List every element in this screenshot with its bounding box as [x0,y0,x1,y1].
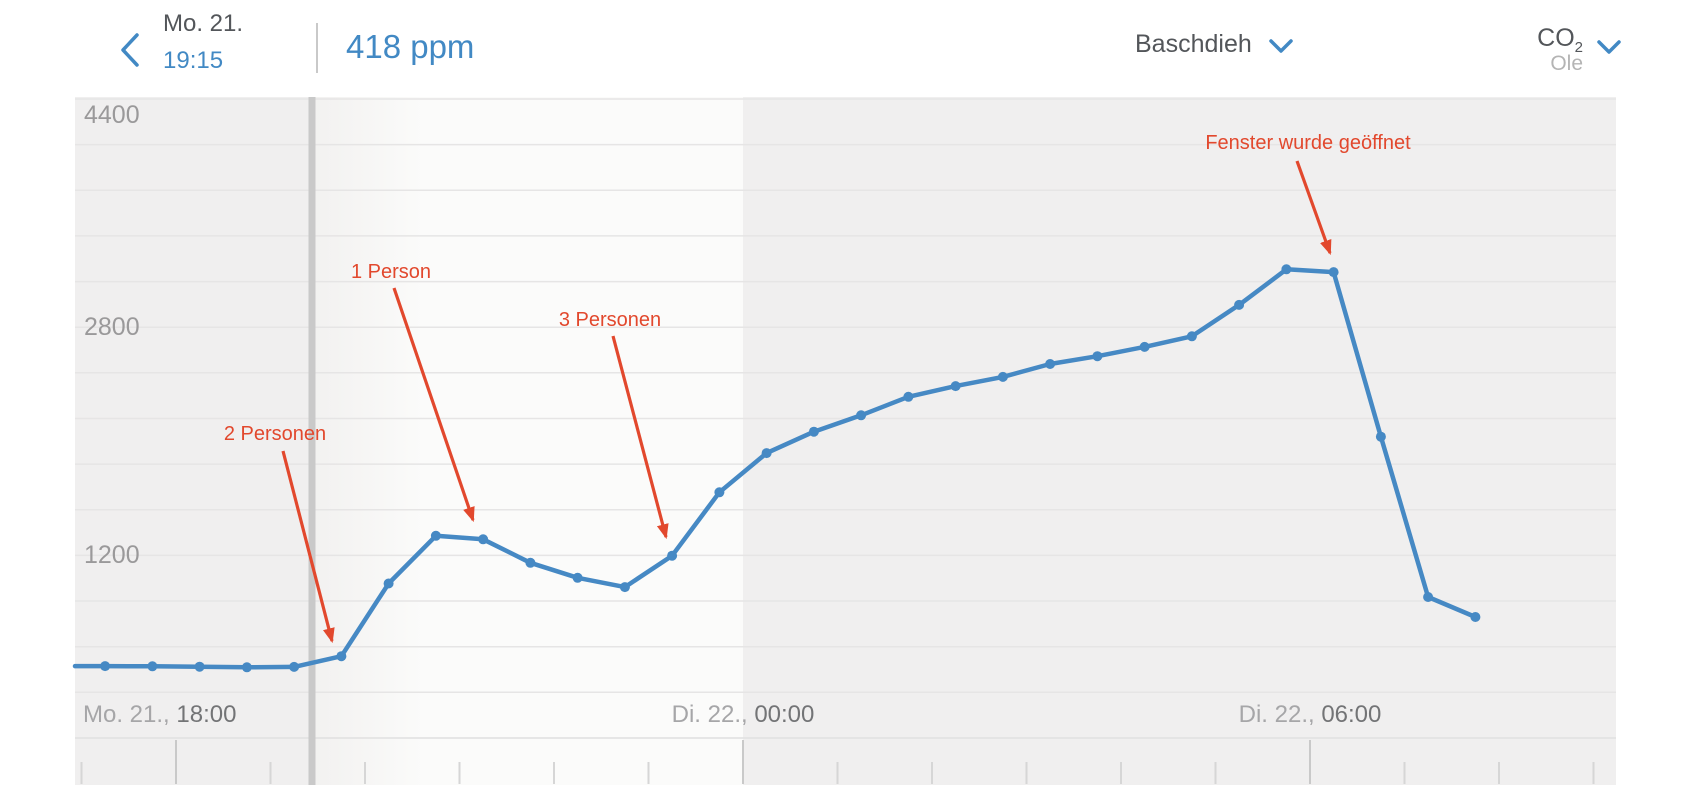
metric-gas-label: CO [1537,24,1575,52]
annotation-label: 2 Personen [223,423,327,445]
data-point[interactable]: 23:45 — 1640 ppm [714,487,725,498]
selected-date-label: Mo. 21. [163,10,244,37]
y-tick-label: 4400 [84,101,140,129]
x-tick-day: Di. 22., [1238,701,1322,728]
x-tick-label: Mo. 21., 18:00 [83,701,236,729]
data-point[interactable]: 17:45 — 419 ppm [147,661,158,672]
metric-gas-subscript: 2 [1574,39,1583,56]
x-tick-day: Mo. 21., [83,701,177,728]
data-point[interactable]: 03:15 — 2540 ppm [1045,359,1056,369]
metric-owner-label: Ole [1550,52,1583,75]
data-point[interactable]: 01:15 — 2180 ppm [856,410,867,421]
annotation-arrow [1295,160,1332,256]
x-tick-day: Di. 22., [671,701,755,728]
data-point[interactable]: 22:15 — 1040 ppm [572,572,583,583]
metric-selector[interactable]: CO2 [1470,24,1583,56]
x-tick-time: 18:00 [176,701,237,728]
cursor-line[interactable] [308,97,316,785]
x-tick-label: Di. 22., 00:00 [672,701,815,729]
data-point[interactable]: 18:15 — 416 ppm [194,661,205,672]
data-point[interactable]: 04:45 — 2735 ppm [1186,331,1197,342]
day-shading [75,97,312,785]
annotation-arrow [281,450,335,644]
data-point[interactable]: 05:15 — 2955 ppm [1234,299,1245,310]
header-divider [316,23,318,73]
data-point[interactable]: 07:45 — 765 ppm [1470,612,1481,622]
data-point[interactable]: 21:15 — 1310 ppm [478,534,489,545]
annotation-label: 3 Personen [558,309,662,331]
data-point[interactable]: 19:45 — 490 ppm [336,651,347,662]
annotation-arrow [611,335,669,540]
data-point[interactable]: 05:45 — 3205 ppm [1281,264,1292,275]
data-point[interactable]: 00:45 — 2065 ppm [808,426,819,437]
data-point[interactable]: 03:45 — 2595 ppm [1092,351,1103,362]
x-tick-time: 06:00 [1321,701,1382,728]
data-point[interactable]: 22:45 — 975 ppm [619,582,630,593]
chevron-down-icon [1597,40,1621,54]
y-tick-label: 2800 [84,313,140,341]
data-point[interactable]: 02:45 — 2450 ppm [997,371,1008,382]
metric-selector-chevron[interactable] [1594,34,1624,60]
data-point[interactable]: 19:15 — 415 ppm [289,661,300,672]
chevron-left-icon [121,33,139,67]
data-point[interactable]: 00:15 — 1915 ppm [761,448,772,459]
data-point[interactable]: 17:15 — 420 ppm [100,661,111,672]
data-point[interactable]: 02:15 — 2385 ppm [950,381,961,392]
data-point[interactable]: 06:15 — 3185 ppm [1328,267,1339,278]
data-point[interactable]: 04:15 — 2660 ppm [1139,341,1150,352]
current-value-label: 418 ppm [346,28,475,65]
data-point[interactable]: 06:45 — 2030 ppm [1375,431,1386,442]
data-point[interactable]: 20:15 — 1000 ppm [383,578,394,589]
back-button[interactable] [116,30,144,70]
data-point[interactable]: 18:45 — 412 ppm [241,662,252,673]
data-point[interactable]: 20:45 — 1335 ppm [430,530,441,541]
day-shading [424,97,743,785]
data-point[interactable]: 07:15 — 905 ppm [1423,592,1434,602]
annotation-arrow [392,287,475,523]
y-tick-label: 1200 [84,541,140,569]
room-selector[interactable]: Baschdieh [1135,30,1252,58]
data-point[interactable]: 01:45 — 2310 ppm [903,391,914,402]
x-tick-label: Di. 22., 06:00 [1239,701,1382,729]
annotation-label: 1 Person [350,261,432,283]
chevron-down-icon [1269,39,1293,53]
room-selector-chevron[interactable] [1266,33,1296,59]
selected-time-label: 19:15 [163,47,224,74]
day-shading [743,97,1616,785]
annotation-label: Fenster wurde geöffnet [1205,132,1411,154]
x-tick-time: 00:00 [754,701,815,728]
day-shading [312,97,424,785]
data-point[interactable]: 23:15 — 1195 ppm [667,550,678,561]
data-point[interactable]: 21:45 — 1145 ppm [525,557,536,568]
